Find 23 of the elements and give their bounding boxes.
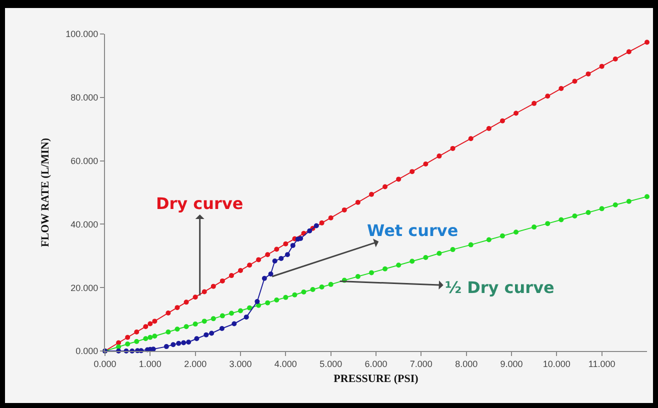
y-tick-label: 40.000	[70, 219, 98, 230]
x-axis-title: PRESSURE (PSI)	[334, 373, 419, 385]
x-tick-label: 9.000	[500, 358, 523, 369]
y-tick-label: 80.000	[70, 92, 98, 103]
x-tick-label: 0.000	[94, 358, 116, 369]
x-tick-label: 11.000	[588, 358, 616, 369]
x-tick-label: 6.000	[364, 358, 388, 369]
x-tick-label: 7.000	[410, 358, 432, 369]
x-tick-label: 10.000	[542, 358, 570, 369]
x-tick-label: 1.000	[138, 358, 162, 369]
y-axis-title: FLOW RATE (L/MIN)	[39, 138, 52, 247]
x-tick-label: 8.000	[455, 358, 478, 369]
x-tick-label: 4.000	[274, 358, 297, 369]
y-tick-label: 60.000	[70, 156, 98, 166]
annotation: Dry curve	[156, 194, 244, 213]
x-tick-label: 3.000	[229, 358, 252, 369]
annotation: ½ Dry curve	[445, 278, 554, 297]
x-tick-label: 2.000	[184, 358, 207, 369]
x-tick-label: 5.000	[320, 358, 342, 369]
y-tick-label: 100.000	[66, 29, 98, 40]
annotation: Wet curve	[367, 221, 458, 240]
y-tick-label: 20.000	[70, 282, 98, 293]
y-tick-label: 0.000	[76, 346, 98, 356]
